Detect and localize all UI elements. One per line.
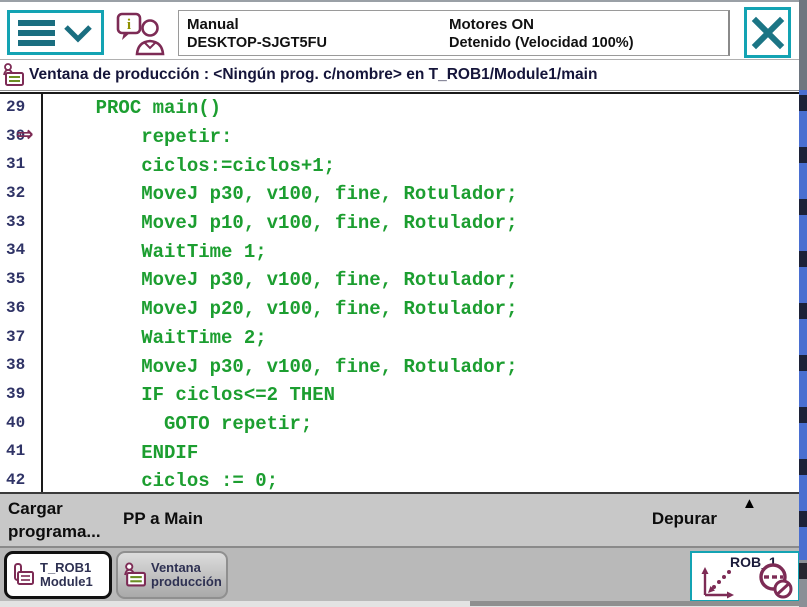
code-text: MoveJ p30, v100, fine, Rotulador; [50,269,518,292]
status-exec-state: Detenido (Velocidad 100%) [449,35,634,51]
code-text: MoveJ p10, v100, fine, Rotulador; [50,212,518,235]
line-number: 33 [0,208,43,238]
code-line[interactable]: 29 PROC main() [0,94,799,123]
taskbar: T_ROB1 Module1 Ventana producción [0,548,800,603]
code-text: MoveJ p20, v100, fine, Rotulador; [50,298,518,321]
task-button-label: T_ROB1 Module1 [40,560,93,589]
code-line[interactable]: 39 IF ciclos<=2 THEN [0,380,799,410]
no-motion-icon [756,562,796,600]
mechanical-unit-button[interactable]: ROB_1 [690,551,800,602]
line-number: 41 [0,438,43,467]
code-line[interactable]: 36 MoveJ p20, v100, fine, Rotulador; [0,294,799,324]
code-text: WaitTime 2; [50,326,267,349]
production-window-icon [3,63,24,87]
line-number: 31 [0,151,43,181]
code-text: ciclos:=ciclos+1; [50,154,336,177]
code-text: ENDIF [50,441,199,464]
status-motors-state: Motores ON Detenido (Velocidad 100%) [449,15,634,53]
pendant-icon [13,562,35,588]
load-program-button[interactable]: Cargar programa... [8,499,101,541]
status-motors: Motores ON [449,16,535,33]
line-number: 32 [0,180,43,209]
code-line[interactable]: 33 MoveJ p10, v100, fine, Rotulador; [0,208,799,238]
production-window-icon [124,562,146,588]
jog-axes-icon [698,565,738,601]
status-bar: i Manual DESKTOP-SJGT5FU Motores ON Dete… [0,4,799,60]
window-title-bar: Ventana de producción : <Ningún prog. c/… [0,60,799,91]
code-text: GOTO repetir; [50,412,313,435]
line-number: 40 [0,409,43,439]
status-mode: Manual [187,16,239,33]
debug-menu-button[interactable]: Depurar [651,509,717,528]
code-line[interactable]: 37 WaitTime 2; [0,323,799,353]
line-number: 35 [0,266,43,295]
code-text: repetir: [50,126,233,149]
line-number: 42 [0,466,43,492]
code-text: MoveJ p30, v100, fine, Rotulador; [50,355,518,378]
code-text: PROC main() [50,97,222,120]
code-line[interactable]: 41 ENDIF [0,438,799,467]
code-line[interactable]: 32 MoveJ p30, v100, fine, Rotulador; [0,180,799,209]
task-button-label: Ventana producción [151,560,222,589]
bottom-toolbar: Cargar programa... PP a Main Depurar ▲ [0,494,799,548]
code-line[interactable]: 40 GOTO repetir; [0,409,799,439]
task-button-program-editor[interactable]: T_ROB1 Module1 [4,551,112,599]
code-text: IF ciclos<=2 THEN [50,384,336,407]
line-number: 38 [0,352,43,381]
line-number: 29 [0,94,43,123]
svg-text:i: i [127,17,131,33]
line-number: 39 [0,380,43,410]
hamburger-icon [18,19,55,46]
main-menu-button[interactable] [7,10,104,55]
line-number: 30 ⇒ [0,121,43,152]
code-line[interactable]: 31 ciclos:=ciclos+1; [0,151,799,181]
program-pointer-icon: ⇒ [16,121,34,146]
code-line[interactable]: 30 ⇒ repetir: [0,121,799,152]
close-button[interactable] [744,7,791,58]
pp-to-main-button[interactable]: PP a Main [123,509,203,528]
code-text: MoveJ p30, v100, fine, Rotulador; [50,183,518,206]
screen-edge-artifact [799,0,807,607]
code-line[interactable]: 35 MoveJ p30, v100, fine, Rotulador; [0,266,799,295]
line-number: 36 [0,294,43,324]
code-line[interactable]: 38 MoveJ p30, v100, fine, Rotulador; [0,352,799,381]
expand-arrow-icon[interactable]: ▲ [742,495,757,512]
screen-edge-artifact [0,601,799,607]
status-host: DESKTOP-SJGT5FU [187,35,327,51]
status-mode-host: Manual DESKTOP-SJGT5FU [187,15,327,53]
close-icon [751,16,785,50]
chevron-down-icon [63,23,93,43]
line-number: 37 [0,323,43,353]
line-number: 34 [0,237,43,267]
code-text: ciclos := 0; [50,470,279,493]
code-line[interactable]: 42 ciclos := 0; [0,466,799,493]
code-line[interactable]: 34 WaitTime 1; [0,237,799,267]
task-button-production-window[interactable]: Ventana producción [116,551,228,599]
code-text: WaitTime 1; [50,240,267,263]
rapid-code-view[interactable]: 29 PROC main() 30 ⇒ repetir: 31 ciclos:=c… [0,92,799,494]
page-title: Ventana de producción : <Ningún prog. c/… [29,66,598,83]
status-panel[interactable]: Manual DESKTOP-SJGT5FU Motores ON Deteni… [178,10,730,56]
operator-info-icon: i [116,12,166,56]
